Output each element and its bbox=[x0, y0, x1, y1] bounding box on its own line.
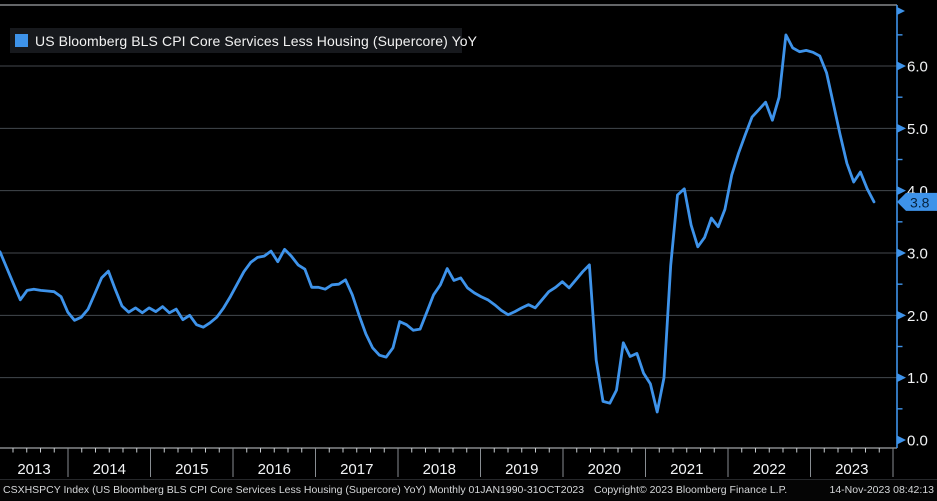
last-value-tag-text: 3.8 bbox=[910, 194, 930, 210]
y-tick-arrow bbox=[897, 435, 906, 445]
status-bar: CSXHSPCY Index (US Bloomberg BLS CPI Cor… bbox=[0, 479, 937, 501]
y-tick-arrow bbox=[897, 123, 906, 133]
y-tick-label: 2.0 bbox=[907, 308, 928, 325]
y-tick-arrow bbox=[897, 186, 906, 196]
year-label: 2013 bbox=[17, 461, 50, 478]
year-label: 2020 bbox=[588, 461, 621, 478]
series-line-group bbox=[0, 33, 876, 414]
x-axis-years: 2013 2014 2015 2016 2017 2018 2019 2020 2021 2022… bbox=[17, 448, 894, 478]
y-tick-label: 6.0 bbox=[907, 59, 928, 76]
year-label: 2017 bbox=[340, 461, 373, 478]
year-label: 2019 bbox=[505, 461, 538, 478]
x-minor-ticks bbox=[12, 448, 894, 453]
y-tick-label: 0.0 bbox=[907, 433, 928, 450]
year-label: 2015 bbox=[175, 461, 208, 478]
y-tick-label: 3.0 bbox=[907, 246, 928, 263]
y-tick-arrow bbox=[897, 248, 906, 258]
last-value-tag-shape bbox=[897, 192, 937, 211]
year-label: 2018 bbox=[423, 461, 456, 478]
y-tick-label: 1.0 bbox=[907, 370, 928, 387]
last-value-tag: 3.8 bbox=[897, 192, 937, 211]
cpi-supercore-line[interactable] bbox=[0, 33, 876, 414]
year-label: 2023 bbox=[835, 461, 868, 478]
ticker-description: CSXHSPCY Index (US Bloomberg BLS CPI Cor… bbox=[3, 484, 585, 496]
year-label: 2021 bbox=[670, 461, 703, 478]
series-swatch-icon bbox=[15, 34, 28, 47]
y-tick-label: 5.0 bbox=[907, 121, 928, 138]
legend-label: US Bloomberg BLS CPI Core Services Less … bbox=[35, 32, 478, 49]
timestamp: 14-Nov-2023 08:42:13 bbox=[829, 484, 935, 496]
y-tick-arrow bbox=[897, 61, 906, 71]
axis-top-arrow bbox=[897, 7, 905, 15]
copyright-text: Copyright© 2023 Bloomberg Finance L.P. bbox=[594, 484, 788, 496]
year-label: 2016 bbox=[258, 461, 291, 478]
legend-row[interactable]: US Bloomberg BLS CPI Core Services Less … bbox=[10, 28, 477, 53]
y-tick-arrow bbox=[897, 310, 906, 320]
y-axis: 6.05.04.03.02.01.00.0 bbox=[896, 5, 928, 450]
year-label: 2022 bbox=[753, 461, 786, 478]
y-tick-arrow bbox=[897, 373, 906, 383]
y-gridlines bbox=[0, 65, 897, 379]
year-label: 2014 bbox=[93, 461, 126, 478]
